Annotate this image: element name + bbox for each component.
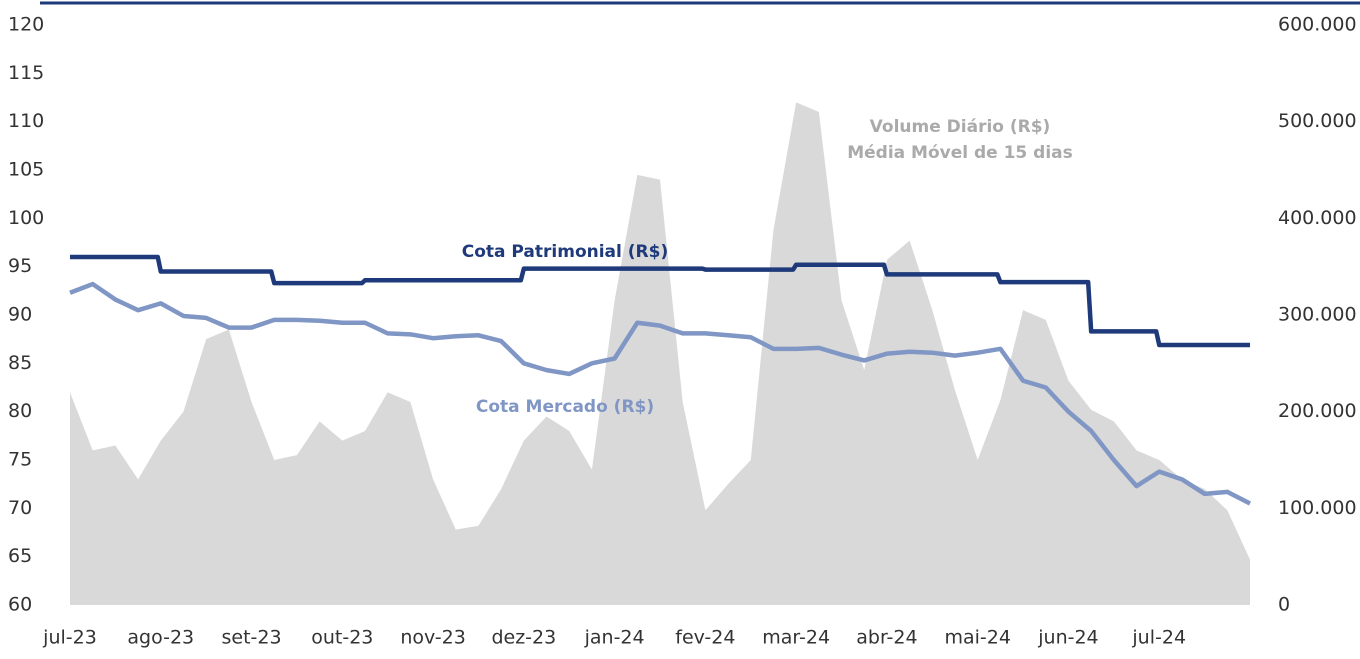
y-tick-label: 115 [8,62,44,84]
annotation: Média Móvel de 15 dias [847,143,1073,163]
legend-label: Cota Mercado (R$) [476,397,654,417]
x-tick-label: mai-24 [944,627,1010,649]
volume-area [70,102,1250,605]
y-tick-label: 75 [8,449,32,471]
y-tick-label: 65 [8,545,32,567]
x-tick-label: out-23 [311,627,373,649]
x-tick-label: jan-24 [584,627,645,649]
y-tick-label: 110 [8,110,44,132]
y2-tick-label: 500.000 [1278,110,1357,132]
y2-tick-label: 200.000 [1278,400,1357,422]
x-tick-label: jul-23 [42,627,97,649]
x-tick-label: set-23 [221,627,281,649]
y-tick-label: 105 [8,159,44,181]
x-tick-label: abr-24 [856,627,917,649]
y-tick-label: 95 [8,255,32,277]
y-tick-label: 85 [8,352,32,374]
legend-label: Cota Patrimonial (R$) [462,242,668,262]
line [69,281,1252,506]
y2-tick-label: 300.000 [1278,304,1357,326]
y2-tick-label: 400.000 [1278,207,1357,229]
y-tick-label: 80 [8,400,32,422]
x-tick-label: nov-23 [400,627,465,649]
annotation: Volume Diário (R$) [870,117,1051,137]
x-tick-label: mar-24 [762,627,830,649]
y-tick-label: 100 [8,207,44,229]
y-tick-label: 60 [8,594,32,616]
y2-tick-label: 0 [1278,594,1290,616]
y2-tick-label: 100.000 [1278,497,1357,519]
y-tick-label: 70 [8,497,32,519]
y-tick-label: 90 [8,304,32,326]
x-tick-label: fev-24 [675,627,735,649]
step-line [70,254,1250,348]
x-tick-label: ago-23 [127,627,194,649]
x-tick-label: jun-24 [1037,627,1098,649]
x-tick-label: jul-24 [1131,627,1186,649]
x-tick-label: dez-23 [491,627,556,649]
y2-tick-label: 600.000 [1278,14,1357,36]
y-tick-label: 120 [8,14,44,36]
